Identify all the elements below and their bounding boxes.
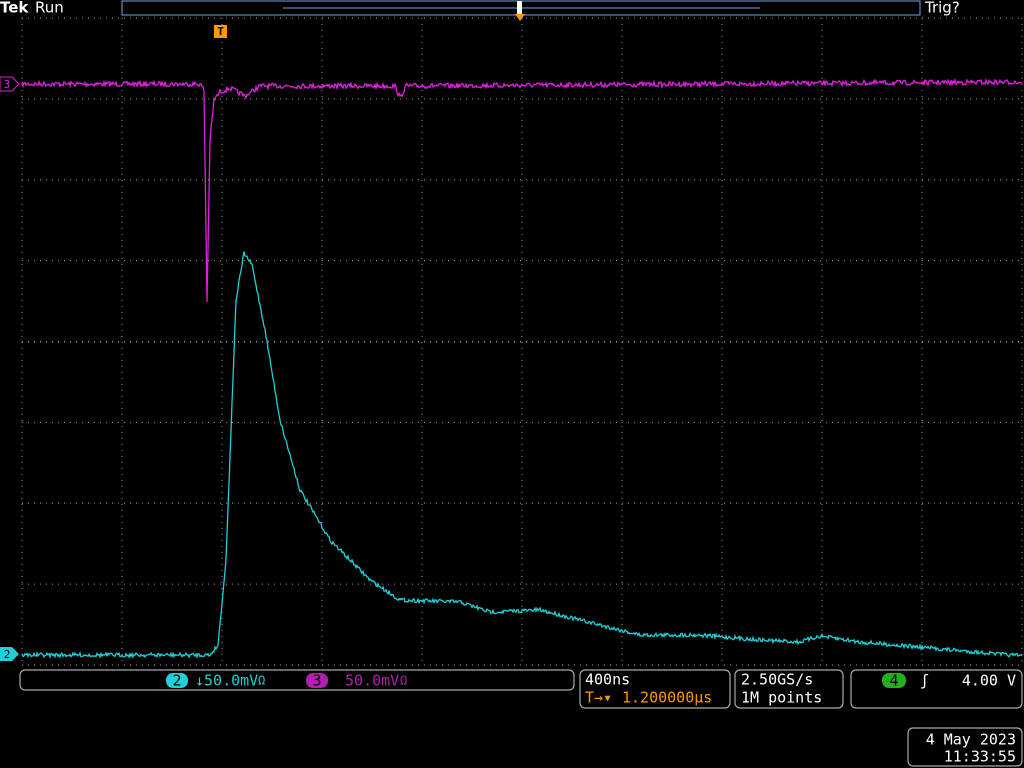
date: 4 May 2023 bbox=[926, 731, 1016, 749]
trigger-delay: 1.200000µs bbox=[622, 689, 712, 707]
record-position bbox=[517, 1, 522, 15]
brand: Tek bbox=[0, 0, 29, 17]
ch2-number: 2 bbox=[172, 672, 181, 690]
ch2-suffix: Ω bbox=[258, 674, 265, 688]
trigger-prefix: T→▾ bbox=[585, 689, 612, 707]
ch2-trace bbox=[21, 251, 1023, 659]
ch3-marker-label: 3 bbox=[4, 78, 11, 91]
sample-rate: 2.50GS/s bbox=[741, 671, 813, 689]
trigger-readout bbox=[850, 669, 1023, 709]
ch2-marker-label: 2 bbox=[4, 648, 11, 661]
acquisition-readout bbox=[734, 669, 844, 709]
timestamp-box bbox=[907, 727, 1023, 767]
ch3-number: 3 bbox=[312, 672, 321, 690]
trigger-level: 4.00 V bbox=[962, 672, 1016, 690]
ch3-badge bbox=[306, 673, 328, 688]
trigger-slope: ʃ bbox=[920, 672, 929, 690]
ch3-scale: 50.0mV bbox=[345, 672, 399, 690]
time-per-div: 400ns bbox=[585, 671, 630, 689]
ch3-trace bbox=[21, 77, 1023, 303]
trigger-source-badge bbox=[882, 673, 906, 688]
ch2-badge bbox=[166, 673, 188, 688]
channel-readout bbox=[19, 669, 575, 691]
ch2-scale: ↓50.0mV bbox=[195, 672, 258, 690]
graticule bbox=[21, 17, 1023, 666]
ch2-marker bbox=[0, 647, 19, 661]
trigger-source: 4 bbox=[889, 672, 898, 690]
record-length: 1M points bbox=[741, 689, 822, 707]
horizontal-readout bbox=[579, 669, 731, 709]
run-state: Run bbox=[35, 0, 64, 17]
ch3-suffix: Ω bbox=[400, 674, 407, 688]
ch3-marker bbox=[0, 76, 20, 92]
trigger-marker-label: T bbox=[217, 25, 224, 38]
time: 11:33:55 bbox=[944, 748, 1016, 766]
trigger-marker bbox=[214, 25, 227, 38]
trigger-status: Trig? bbox=[924, 0, 960, 17]
